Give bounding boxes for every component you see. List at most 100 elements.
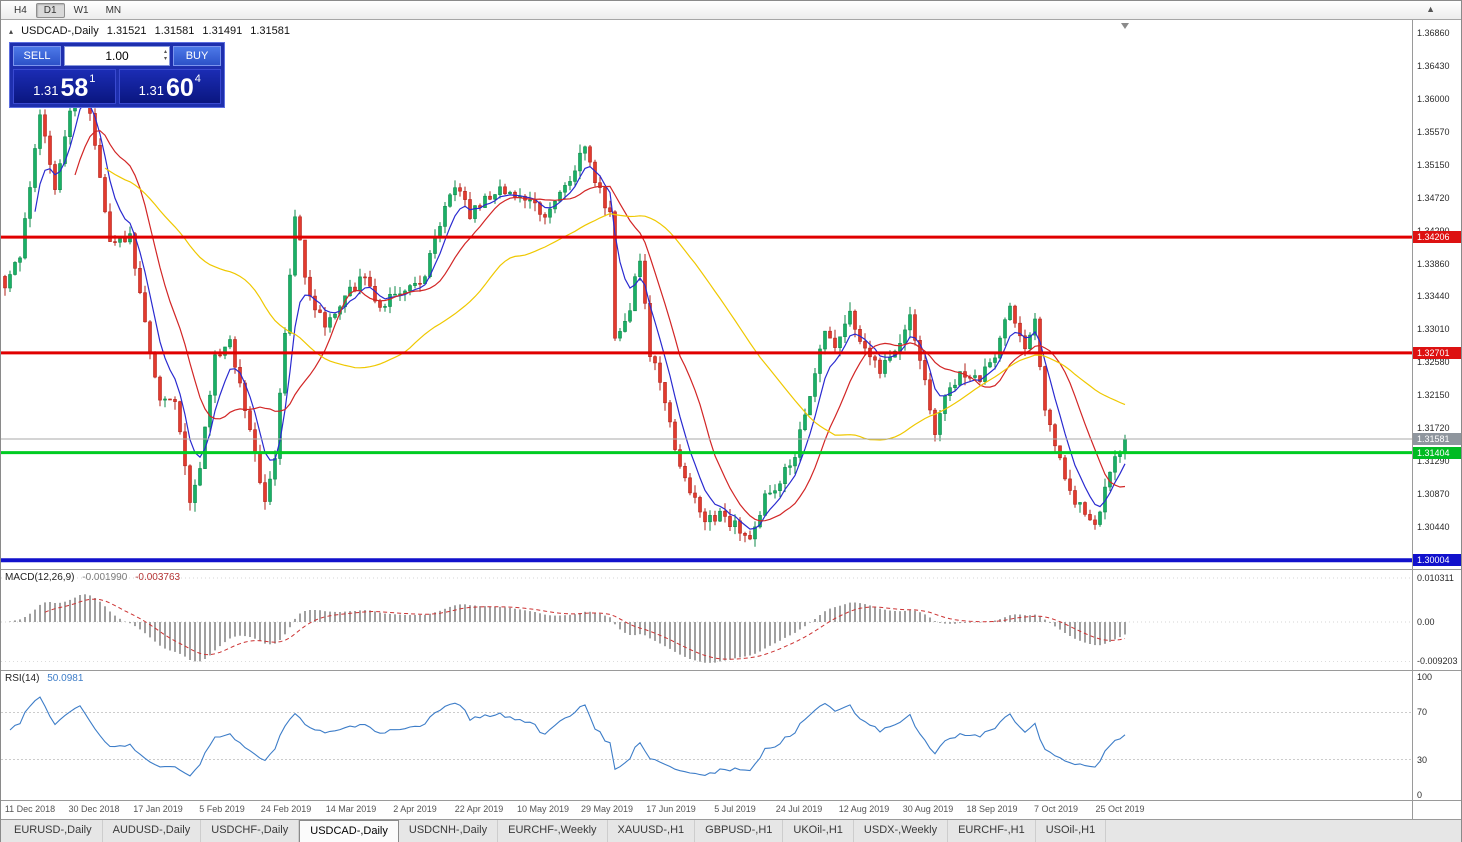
date-label: 17 Jan 2019: [133, 804, 183, 814]
chart-tabs: EURUSD-,Daily AUDUSD-,Daily USDCHF-,Daily U…: [1, 820, 1461, 842]
candlestick-series: [3, 51, 1127, 547]
sell-price-button[interactable]: 1.31 58 1: [13, 69, 116, 104]
price-tick: 1.30870: [1417, 489, 1450, 499]
timeframe-button-d1[interactable]: D1: [35, 2, 65, 18]
date-label: 22 Apr 2019: [454, 804, 504, 814]
chart-title: ▴ USDCAD-,Daily 1.31521 1.31581 1.31491 …: [9, 25, 295, 37]
price-tick: 1.36000: [1417, 94, 1450, 104]
chart-symbol: USDCAD-,Daily: [21, 25, 99, 37]
rsi-axis-value: 70: [1417, 707, 1428, 717]
timeframe-button-h4[interactable]: H4: [14, 4, 27, 16]
ma-slow-line: [104, 167, 1126, 441]
date-label: 11 Dec 2018: [4, 804, 56, 814]
sell-price-main: 1.31: [33, 83, 59, 98]
macd-plot[interactable]: MACD(12,26,9) -0.001990 -0.003763: [1, 570, 1414, 670]
tab-gbpusd-h1[interactable]: GBPUSD-,H1: [695, 820, 784, 842]
price-chart-plot[interactable]: ▴ USDCAD-,Daily 1.31521 1.31581 1.31491 …: [1, 20, 1414, 569]
price-tick: 1.36430: [1417, 61, 1450, 71]
macd-svg: [1, 577, 1413, 663]
chart-row: ▴ USDCAD-,Daily 1.31521 1.31581 1.31491 …: [1, 20, 1461, 570]
price-tick: 1.33440: [1417, 291, 1450, 301]
macd-signal-line: [44, 598, 1126, 660]
tab-eurchf-weekly[interactable]: EURCHF-,Weekly: [498, 820, 608, 842]
price-tick: 1.33010: [1417, 324, 1450, 334]
date-label: 25 Oct 2019: [1095, 804, 1145, 814]
date-label: 12 Aug 2019: [838, 804, 890, 814]
price-tag-1.32701: 1.32701: [1413, 347, 1461, 359]
timeframe-buttons: H4 D1 W1 MN: [6, 2, 130, 18]
price-tick: 1.32580: [1417, 357, 1450, 367]
collapse-arrow-icon[interactable]: ▴: [9, 27, 14, 36]
volume-spinner: ▴ ▾: [164, 49, 167, 63]
date-label: 2 Apr 2019: [393, 804, 437, 814]
rsi-axis-value: 30: [1417, 755, 1428, 765]
macd-row: MACD(12,26,9) -0.001990 -0.003763 0.0103…: [1, 570, 1461, 671]
ohlc-close: 1.31581: [250, 25, 291, 37]
date-label: 10 May 2019: [516, 804, 570, 814]
price-tag-1.34206: 1.34206: [1413, 231, 1461, 243]
timeframe-button-mn[interactable]: MN: [105, 4, 122, 16]
price-tick: 1.36860: [1417, 28, 1450, 38]
ma-fast-line: [34, 101, 1126, 530]
price-tick: 1.35150: [1417, 160, 1450, 170]
tab-usdcad-daily[interactable]: USDCAD-,Daily: [299, 820, 399, 842]
tab-usoil-h1[interactable]: USOil-,H1: [1036, 820, 1107, 842]
tab-usdchf-daily[interactable]: USDCHF-,Daily: [201, 820, 300, 842]
date-label: 30 Aug 2019: [902, 804, 954, 814]
volume-field[interactable]: 1.00 ▴ ▾: [64, 46, 170, 66]
buy-price-button[interactable]: 1.31 60 4: [118, 69, 221, 104]
date-axis[interactable]: 11 Dec 2018 30 Dec 2018 17 Jan 2019 5 Feb 2…: [1, 801, 1414, 819]
rsi-value: 50.0981: [47, 673, 84, 684]
timeframe-toolbar: H4 D1 W1 MN ▲: [1, 1, 1461, 20]
price-tick: 1.30440: [1417, 522, 1450, 532]
rsi-axis-value: 100: [1417, 672, 1433, 682]
macd-axis: 0.010311 0.00 -0.009203: [1413, 570, 1461, 670]
date-row: 11 Dec 2018 30 Dec 2018 17 Jan 2019 5 Feb 2…: [1, 801, 1461, 820]
volume-up-icon[interactable]: ▴: [163, 49, 167, 55]
date-label: 5 Feb 2019: [199, 804, 245, 814]
price-tick: 1.31290: [1417, 456, 1450, 466]
tab-eurusd-daily[interactable]: EURUSD-,Daily: [4, 820, 103, 842]
rsi-axis: 100 70 30 0: [1413, 671, 1461, 800]
rsi-row: RSI(14) 50.0981 100 70 30 0: [1, 671, 1461, 801]
date-label: 24 Feb 2019: [260, 804, 312, 814]
sell-price-sup: 1: [89, 73, 96, 85]
date-label: 29 May 2019: [580, 804, 634, 814]
scroll-up-icon[interactable]: ▲: [1426, 4, 1435, 14]
price-chart-svg[interactable]: [1, 20, 1413, 569]
rsi-plot[interactable]: RSI(14) 50.0981: [1, 671, 1414, 800]
date-label: 18 Sep 2019: [966, 804, 1018, 814]
ohlc-open: 1.31521: [106, 25, 147, 37]
tab-usdcnh-daily[interactable]: USDCNH-,Daily: [399, 820, 499, 842]
price-tag-1.31404: 1.31404: [1413, 447, 1461, 459]
tab-ukoil-h1[interactable]: UKOil-,H1: [783, 820, 854, 842]
tab-audusd-daily[interactable]: AUDUSD-,Daily: [103, 820, 202, 842]
date-label: 30 Dec 2018: [68, 804, 120, 814]
price-tick: 1.33860: [1417, 259, 1450, 269]
tab-xauusd-h1[interactable]: XAUUSD-,H1: [608, 820, 696, 842]
price-tick: 1.35570: [1417, 127, 1450, 137]
buy-button[interactable]: BUY: [173, 46, 221, 66]
rsi-line: [9, 696, 1126, 777]
tab-eurchf-h1[interactable]: EURCHF-,H1: [948, 820, 1036, 842]
price-tick: 1.32150: [1417, 390, 1450, 400]
volume-down-icon[interactable]: ▾: [163, 56, 167, 62]
tab-usdx-weekly[interactable]: USDX-,Weekly: [854, 820, 949, 842]
macd-name: MACD(12,26,9): [5, 572, 75, 583]
macd-value-main: -0.001990: [82, 572, 128, 583]
price-tag-1.31581: 1.31581: [1413, 433, 1461, 445]
sell-button[interactable]: SELL: [13, 46, 61, 66]
date-label: 24 Jul 2019: [775, 804, 823, 814]
one-click-trading-panel: SELL 1.00 ▴ ▾ BUY 1.31 58 1: [9, 42, 225, 108]
volume-value: 1.00: [105, 49, 129, 63]
price-axis[interactable]: 1.36860 1.36430 1.36000 1.35570 1.35150 1.347…: [1413, 20, 1461, 569]
timeframe-button-w1[interactable]: W1: [73, 4, 89, 16]
macd-label: MACD(12,26,9) -0.001990 -0.003763: [5, 572, 185, 583]
rsi-axis-value: 0: [1417, 790, 1423, 800]
rsi-label: RSI(14) 50.0981: [5, 673, 88, 684]
ohlc-high: 1.31581: [154, 25, 195, 37]
date-label: 17 Jun 2019: [646, 804, 696, 814]
price-tick: 1.31720: [1417, 423, 1450, 433]
ohlc-low: 1.31491: [202, 25, 243, 37]
macd-axis-value: -0.009203: [1417, 656, 1458, 666]
